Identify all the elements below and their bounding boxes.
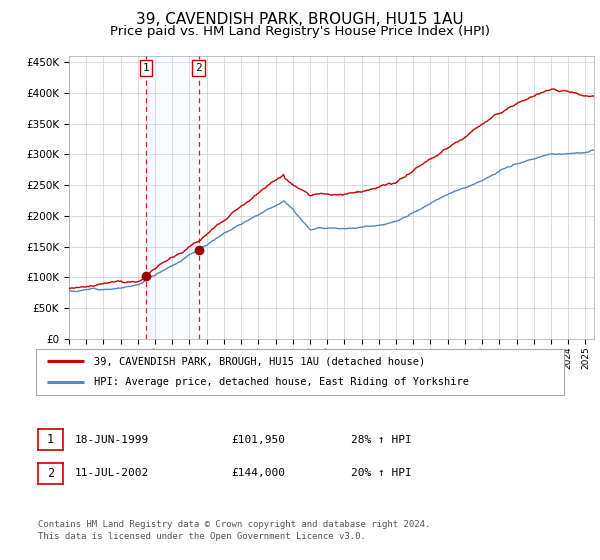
Text: 2: 2 <box>195 63 202 73</box>
Text: 11-JUL-2002: 11-JUL-2002 <box>75 468 149 478</box>
Text: Contains HM Land Registry data © Crown copyright and database right 2024.
This d: Contains HM Land Registry data © Crown c… <box>38 520 430 541</box>
Text: 20% ↑ HPI: 20% ↑ HPI <box>351 468 412 478</box>
Text: 28% ↑ HPI: 28% ↑ HPI <box>351 435 412 445</box>
Text: HPI: Average price, detached house, East Riding of Yorkshire: HPI: Average price, detached house, East… <box>94 377 469 388</box>
Text: 1: 1 <box>47 433 54 446</box>
Text: 39, CAVENDISH PARK, BROUGH, HU15 1AU: 39, CAVENDISH PARK, BROUGH, HU15 1AU <box>136 12 464 27</box>
Bar <box>146 56 199 339</box>
Text: 18-JUN-1999: 18-JUN-1999 <box>75 435 149 445</box>
Text: 1: 1 <box>142 63 149 73</box>
Text: 2: 2 <box>47 466 54 480</box>
Text: £101,950: £101,950 <box>231 435 285 445</box>
Text: Price paid vs. HM Land Registry's House Price Index (HPI): Price paid vs. HM Land Registry's House … <box>110 25 490 38</box>
Text: 39, CAVENDISH PARK, BROUGH, HU15 1AU (detached house): 39, CAVENDISH PARK, BROUGH, HU15 1AU (de… <box>94 356 425 366</box>
Text: £144,000: £144,000 <box>231 468 285 478</box>
